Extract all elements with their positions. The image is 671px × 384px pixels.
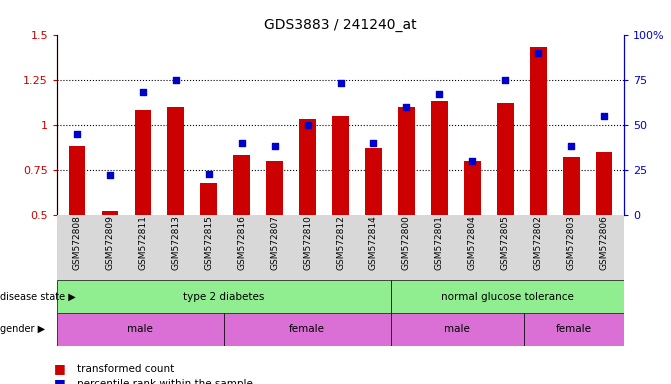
- Bar: [57, 280, 391, 313]
- Text: GSM572804: GSM572804: [468, 215, 477, 270]
- Point: [500, 77, 511, 83]
- Bar: [524, 313, 624, 346]
- Text: GSM572800: GSM572800: [402, 215, 411, 270]
- Text: ■: ■: [54, 362, 66, 375]
- Text: GSM572803: GSM572803: [567, 215, 576, 270]
- Bar: [497, 103, 513, 305]
- Bar: [224, 313, 391, 346]
- Text: GSM572801: GSM572801: [435, 215, 444, 270]
- Point: [368, 140, 379, 146]
- Text: percentile rank within the sample: percentile rank within the sample: [77, 379, 253, 384]
- Text: GSM572808: GSM572808: [72, 215, 81, 270]
- Bar: [299, 119, 316, 305]
- Text: GSM572816: GSM572816: [237, 215, 246, 270]
- Point: [236, 140, 247, 146]
- Point: [566, 143, 576, 149]
- Bar: [168, 107, 184, 305]
- Point: [302, 122, 313, 128]
- Text: GSM572809: GSM572809: [105, 215, 114, 270]
- Text: GSM572813: GSM572813: [171, 215, 180, 270]
- Text: GSM572807: GSM572807: [270, 215, 279, 270]
- Bar: [365, 148, 382, 305]
- Bar: [398, 107, 415, 305]
- Text: transformed count: transformed count: [77, 364, 174, 374]
- Point: [434, 91, 445, 97]
- Text: GSM572802: GSM572802: [534, 215, 543, 270]
- Text: normal glucose tolerance: normal glucose tolerance: [441, 291, 574, 302]
- Bar: [201, 182, 217, 305]
- Point: [401, 104, 412, 110]
- Point: [138, 89, 148, 95]
- Text: GSM572806: GSM572806: [600, 215, 609, 270]
- Bar: [530, 47, 547, 305]
- Text: GSM572812: GSM572812: [336, 215, 345, 270]
- Text: male: male: [127, 324, 154, 334]
- Bar: [332, 116, 349, 305]
- Text: GSM572805: GSM572805: [501, 215, 510, 270]
- Bar: [464, 161, 480, 305]
- Text: female: female: [289, 324, 325, 334]
- Bar: [101, 212, 118, 305]
- Text: gender ▶: gender ▶: [0, 324, 45, 334]
- Text: type 2 diabetes: type 2 diabetes: [183, 291, 264, 302]
- Point: [71, 131, 82, 137]
- Text: GSM572810: GSM572810: [303, 215, 312, 270]
- Point: [105, 172, 115, 179]
- Bar: [234, 156, 250, 305]
- Bar: [57, 313, 224, 346]
- Bar: [134, 110, 151, 305]
- Point: [269, 143, 280, 149]
- Point: [203, 170, 214, 177]
- Bar: [391, 313, 524, 346]
- Bar: [431, 101, 448, 305]
- Point: [467, 158, 478, 164]
- Bar: [391, 280, 624, 313]
- Text: GSM572814: GSM572814: [369, 215, 378, 270]
- Point: [336, 80, 346, 86]
- Bar: [596, 152, 613, 305]
- Text: GSM572815: GSM572815: [204, 215, 213, 270]
- Bar: [563, 157, 580, 305]
- Point: [533, 50, 544, 56]
- Text: disease state ▶: disease state ▶: [0, 291, 76, 302]
- Text: male: male: [444, 324, 470, 334]
- Bar: [266, 161, 283, 305]
- Title: GDS3883 / 241240_at: GDS3883 / 241240_at: [264, 18, 417, 32]
- Point: [599, 113, 610, 119]
- Bar: [68, 146, 85, 305]
- Point: [170, 77, 181, 83]
- Text: GSM572811: GSM572811: [138, 215, 147, 270]
- Text: female: female: [556, 324, 592, 334]
- Text: ■: ■: [54, 377, 66, 384]
